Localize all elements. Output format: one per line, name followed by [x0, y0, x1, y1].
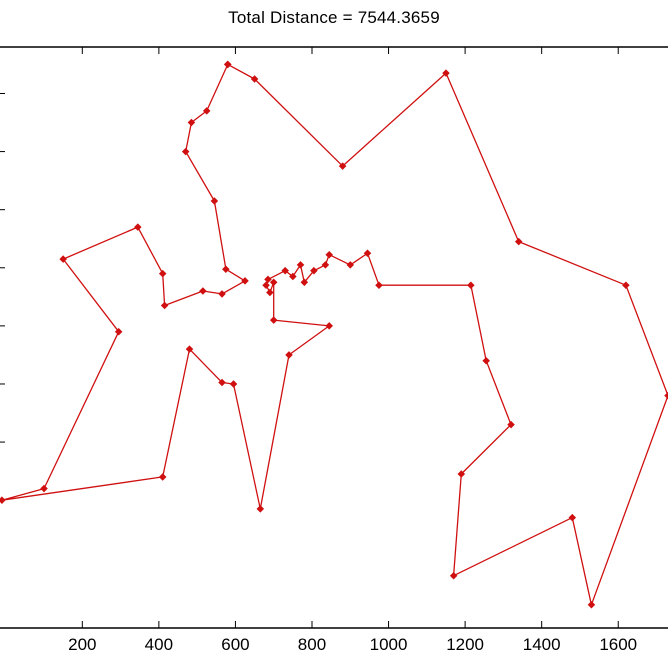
- city-point: [202, 107, 211, 115]
- x-tick-label: 200: [68, 635, 96, 654]
- city-point: [346, 261, 355, 269]
- city-point: [338, 162, 347, 170]
- city-point: [281, 266, 289, 275]
- city-point: [264, 275, 272, 284]
- city-point: [218, 378, 226, 387]
- x-tick-labels: 200 400 600 800 1000 1200 1400 1600: [68, 635, 637, 654]
- tour-line: [1, 63, 668, 606]
- city-point: [222, 265, 230, 273]
- city-point: [467, 281, 475, 289]
- city-markers: [0, 60, 668, 609]
- city-point: [300, 278, 309, 287]
- city-point: [325, 322, 333, 330]
- city-point: [482, 356, 490, 365]
- chart-title: Total Distance = 7544.3659: [228, 8, 440, 27]
- city-point: [269, 278, 278, 287]
- city-point: [250, 75, 259, 83]
- city-point: [363, 249, 372, 258]
- city-point: [224, 60, 232, 69]
- city-point: [158, 473, 167, 481]
- city-point: [158, 269, 167, 278]
- city-point: [160, 301, 169, 310]
- city-point: [134, 223, 142, 231]
- x-tick-label: 1000: [370, 635, 408, 654]
- city-point: [449, 571, 458, 580]
- city-point: [442, 69, 450, 77]
- x-tick-label: 600: [221, 635, 249, 654]
- city-point: [40, 484, 48, 493]
- city-point: [622, 281, 630, 289]
- city-point: [199, 287, 207, 295]
- city-point: [568, 513, 577, 522]
- city-point: [507, 420, 515, 429]
- city-point: [457, 470, 466, 478]
- city-point: [181, 147, 190, 156]
- city-point: [266, 288, 274, 297]
- tick-group: [0, 47, 619, 628]
- city-point: [321, 261, 330, 269]
- city-point: [269, 316, 278, 324]
- city-point: [210, 197, 219, 205]
- x-tick-label: 800: [298, 635, 326, 654]
- city-point: [310, 266, 318, 275]
- city-point: [229, 380, 238, 388]
- city-point: [325, 250, 333, 259]
- x-tick-label: 1200: [446, 635, 484, 654]
- x-tick-label: 1600: [599, 635, 637, 654]
- city-point: [187, 118, 196, 127]
- city-point: [262, 281, 270, 289]
- city-point: [514, 237, 523, 246]
- x-tick-label: 1400: [523, 635, 561, 654]
- city-point: [285, 351, 293, 359]
- x-tick-label: 400: [145, 635, 173, 654]
- city-point: [289, 272, 297, 281]
- city-point: [114, 327, 123, 336]
- city-point: [218, 290, 226, 298]
- city-point: [587, 600, 596, 609]
- city-point: [59, 255, 67, 263]
- city-point: [375, 281, 383, 289]
- city-point: [664, 391, 668, 400]
- city-point: [296, 261, 305, 269]
- city-point: [256, 505, 265, 513]
- city-point: [0, 496, 6, 504]
- city-point: [185, 345, 194, 353]
- city-point: [241, 277, 249, 285]
